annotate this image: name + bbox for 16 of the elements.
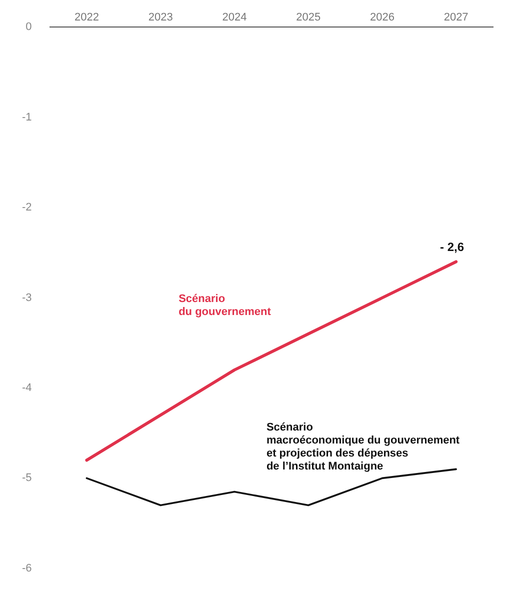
x-tick-label: 2022 [74,12,99,24]
x-tick-label: 2023 [148,12,173,24]
x-tick-label: 2027 [444,12,468,24]
text: Scénario du gouvernement [178,293,272,318]
x-tick-label: 2024 [222,12,247,24]
series-label: Scénario macroéconomique du gouvernement et projection des dépenses de l’Institut Montaigne [266,422,460,473]
annotation: - 2,6 [440,240,464,254]
y-tick-label: 0 [26,21,32,34]
x-tick-label: 2025 [296,12,321,24]
y-tick-label: -3 [22,292,32,304]
y-tick-label: -6 [22,562,32,574]
y-tick-label: -1 [22,111,32,124]
x-tick-label: 2026 [370,12,394,24]
y-tick-label: -5 [22,472,32,484]
y-tick-label: -4 [22,382,32,394]
y-tick-label: -2 [22,202,32,214]
